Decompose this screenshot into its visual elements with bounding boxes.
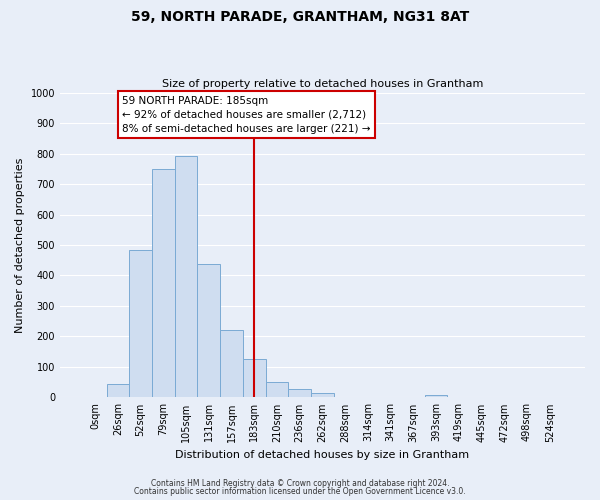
Text: Contains public sector information licensed under the Open Government Licence v3: Contains public sector information licen… [134,487,466,496]
Bar [311,393,334,398]
Bar [152,170,175,398]
Text: Contains HM Land Registry data © Crown copyright and database right 2024.: Contains HM Land Registry data © Crown c… [151,478,449,488]
Text: 59, NORTH PARADE, GRANTHAM, NG31 8AT: 59, NORTH PARADE, GRANTHAM, NG31 8AT [131,10,469,24]
Bar [107,384,129,398]
Y-axis label: Number of detached properties: Number of detached properties [15,158,25,332]
Bar [266,382,289,398]
Text: 59 NORTH PARADE: 185sqm
← 92% of detached houses are smaller (2,712)
8% of semi-: 59 NORTH PARADE: 185sqm ← 92% of detache… [122,96,371,134]
Bar [243,360,266,398]
Bar [289,389,311,398]
Bar [220,330,243,398]
Bar [129,250,152,398]
Bar [425,395,448,398]
X-axis label: Distribution of detached houses by size in Grantham: Distribution of detached houses by size … [175,450,470,460]
Bar [175,156,197,398]
Bar [197,264,220,398]
Title: Size of property relative to detached houses in Grantham: Size of property relative to detached ho… [162,79,483,89]
